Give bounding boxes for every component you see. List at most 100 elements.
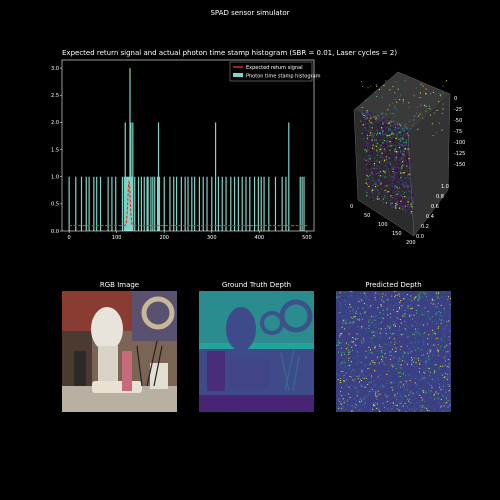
histogram-bar	[132, 122, 134, 231]
histogram-legend: Expected return signal Photon time stamp…	[229, 61, 321, 82]
pred-title: Predicted Depth	[365, 281, 422, 289]
histogram-bar	[241, 176, 243, 231]
histogram-bar	[206, 176, 208, 231]
z-tick-label: -125	[454, 151, 465, 157]
x-tick-label: 0	[68, 235, 71, 241]
histogram-bar	[93, 176, 95, 231]
z-tick-label: -50	[454, 118, 462, 124]
x-tick-label: 50	[364, 213, 370, 219]
predicted-depth-image	[336, 291, 451, 412]
histogram-bar	[75, 176, 77, 231]
histogram-bar	[85, 176, 87, 231]
z-tick-label: -75	[454, 129, 462, 135]
histogram-bar	[194, 176, 196, 231]
x-tick-label: 200	[406, 240, 416, 246]
histogram-bar	[257, 176, 259, 231]
histogram-bar	[163, 176, 165, 231]
histogram-bar	[288, 122, 290, 231]
histogram-bar	[230, 176, 232, 231]
histogram-bar	[80, 176, 83, 231]
x-tick-label: 150	[392, 231, 402, 237]
x-tick-label: 100	[378, 222, 388, 228]
rgb-image	[62, 291, 177, 412]
histogram-bar	[169, 176, 171, 231]
y-tick-label: 0.4	[426, 214, 434, 220]
x-tick-label: 300	[207, 235, 217, 241]
histogram-bar	[260, 176, 262, 231]
histogram-bar	[225, 176, 227, 231]
histogram-axes: 0 100 200 300 400 500 0.0 0.5 1.0 1.5 2.0 2.5 3.0	[51, 59, 315, 241]
histogram-bar	[281, 176, 283, 231]
z-tick-label: -150	[454, 162, 465, 168]
histogram-bar	[88, 176, 90, 231]
histogram-bar	[131, 176, 133, 231]
y-tick-label: 0.2	[421, 224, 429, 230]
histogram-bar	[96, 176, 98, 231]
y-tick-label: 1.0	[441, 184, 449, 190]
histogram-title: Expected return signal and actual photon…	[62, 49, 398, 57]
histogram-bar	[146, 176, 148, 231]
histogram-bar	[130, 122, 132, 231]
histogram-bar	[198, 176, 201, 231]
histogram-bar	[152, 176, 154, 231]
histogram-bar	[154, 176, 156, 231]
x-tick-label: 500	[302, 235, 312, 241]
x-tick-labels: 0 50 100 150 200	[350, 204, 416, 246]
y-tick-label: 1.5	[51, 147, 59, 153]
histogram-bar	[184, 176, 186, 231]
histogram-bar	[249, 176, 251, 231]
histogram-bar	[156, 176, 159, 231]
y-tick-label: 1.0	[51, 175, 59, 181]
histogram-bar	[268, 176, 270, 231]
histogram-bar	[125, 176, 127, 231]
histogram-bar	[274, 176, 277, 231]
histogram-bar	[221, 176, 223, 231]
gt-title: Ground Truth Depth	[221, 281, 292, 289]
histogram-bar	[134, 176, 136, 231]
histogram-bar	[158, 176, 161, 231]
histogram-bar	[143, 176, 145, 231]
y-tick-labels: 0.0 0.2 0.4 0.6 0.8 1.0	[416, 184, 449, 240]
histogram-bar	[123, 176, 125, 231]
legend-bar-swatch	[233, 73, 243, 77]
histogram-bar	[99, 176, 102, 231]
y-tick-label: 0.5	[51, 202, 59, 208]
x-tick-label: 0	[350, 204, 353, 210]
histogram-chart: 0 100 200 300 400 500 0.0 0.5 1.0 1.5 2.0 2.5 3.0 Ex…	[51, 59, 321, 241]
histogram-bar	[150, 176, 152, 231]
histogram-bar	[128, 176, 130, 231]
histogram-bar	[175, 176, 178, 231]
y-tick-label: 3.0	[51, 66, 59, 72]
rgb-title: RGB Image	[99, 281, 140, 289]
scatter-frame	[353, 71, 451, 237]
legend-bar-label: Photon time stamp histogram	[246, 74, 321, 80]
y-tick-label: 0.8	[436, 194, 444, 200]
histogram-bar	[115, 176, 117, 231]
histogram-bar	[211, 176, 213, 231]
histogram-bar	[245, 176, 247, 231]
histogram-bar	[111, 176, 113, 231]
histogram-bar	[173, 176, 175, 231]
y-tick-label: 0.6	[431, 204, 439, 210]
histogram-bar	[214, 122, 217, 231]
histogram-bar	[124, 122, 126, 231]
histogram-bar	[137, 176, 140, 231]
x-tick-label: 200	[159, 235, 169, 241]
y-tick-label: 2.5	[51, 93, 59, 99]
histogram-bar	[121, 176, 123, 231]
histogram-bar	[191, 176, 193, 231]
scatter-points	[360, 80, 448, 216]
histogram-bar	[237, 176, 239, 231]
histogram-frame	[61, 59, 315, 232]
window-title: SPAD sensor simulator	[210, 9, 290, 17]
x-tick-label: 100	[112, 235, 122, 241]
histogram-bar	[107, 176, 109, 231]
pane-top	[354, 72, 450, 134]
legend-box	[229, 61, 313, 82]
z-tick-label: -25	[454, 107, 462, 113]
pane-right	[408, 94, 450, 236]
ground-truth-depth-image	[199, 291, 314, 412]
histogram-marks	[68, 68, 307, 232]
y-tick-label: 2.0	[51, 120, 59, 126]
